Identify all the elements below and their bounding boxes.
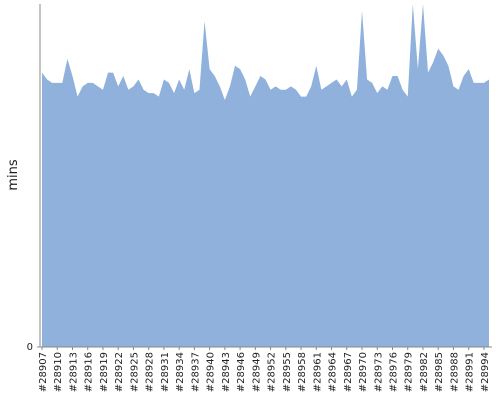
y-tick-label: 0 [27, 342, 33, 353]
x-tick-label: #28937 [190, 352, 201, 392]
x-tick-label: #28973 [373, 352, 384, 392]
x-tick-label: #28952 [267, 352, 278, 392]
x-tick-label: #28964 [328, 352, 339, 392]
x-tick-label: #28922 [114, 352, 125, 392]
x-tick-label: #28949 [251, 352, 262, 392]
x-tick-label: #28913 [68, 352, 79, 392]
x-tick-label: #28910 [53, 352, 64, 392]
x-tick-label: #28994 [480, 352, 491, 392]
x-tick-label: #28946 [236, 352, 247, 392]
x-tick-label: #28955 [282, 352, 293, 392]
x-tick-label: #28934 [175, 352, 186, 392]
x-tick-label: #28970 [358, 352, 369, 392]
area [42, 4, 489, 347]
x-tick-label: #28961 [312, 352, 323, 392]
x-tick-label: #28958 [297, 352, 308, 392]
x-tick-label: #28931 [160, 352, 171, 392]
x-tick-label: #28940 [206, 352, 217, 392]
x-tick-label: #28919 [99, 352, 110, 392]
x-tick-label: #28943 [221, 352, 232, 392]
x-tick-label: #28979 [404, 352, 415, 392]
x-tick-label: #28976 [388, 352, 399, 392]
x-tick-label: #28928 [145, 352, 156, 392]
x-tick-label: #28991 [465, 352, 476, 392]
x-tick-label: #28916 [84, 352, 95, 392]
x-tick-label: #28967 [343, 352, 354, 392]
x-tick-label: #28907 [38, 352, 49, 392]
x-tick-label: #28982 [419, 352, 430, 392]
x-tick-label: #28925 [129, 352, 140, 392]
x-tick-label: #28985 [434, 352, 445, 392]
y-axis-label: mins [6, 159, 21, 191]
x-tick-label: #28988 [449, 352, 460, 392]
